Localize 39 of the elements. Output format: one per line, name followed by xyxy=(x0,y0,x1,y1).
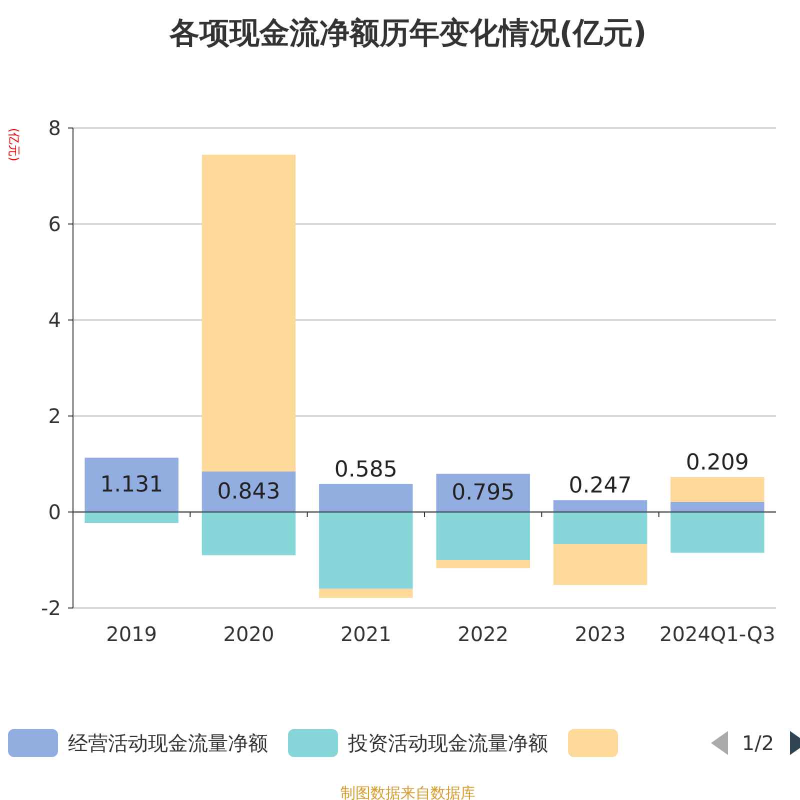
data-label: 0.209 xyxy=(686,450,749,476)
legend-label: 经营活动现金流量净额 xyxy=(68,731,268,755)
x-tick-label: 2019 xyxy=(106,622,158,646)
bar xyxy=(553,500,648,512)
bar xyxy=(202,512,296,556)
bar xyxy=(84,512,178,524)
y-tick-label: 4 xyxy=(48,308,61,332)
text: 制图数据来自数据库 xyxy=(340,784,476,800)
bar xyxy=(436,512,530,560)
data-label: 0.795 xyxy=(452,480,515,506)
bar xyxy=(319,484,413,512)
data-label: 0.247 xyxy=(568,474,632,499)
bar xyxy=(553,544,648,585)
x-tick-label: 2022 xyxy=(458,622,509,646)
y-tick-label: -2 xyxy=(41,596,61,620)
x-tick-label: 2023 xyxy=(574,622,626,646)
data-label: 0.585 xyxy=(334,457,398,482)
x-tick-label: 2021 xyxy=(340,622,392,646)
bar xyxy=(319,588,413,598)
x-tick-label: 2020 xyxy=(223,622,274,646)
x-tick-label: 2024Q1-Q3 xyxy=(660,622,776,646)
y-axis-title: (亿元) xyxy=(7,128,21,162)
y-tick-label: 6 xyxy=(48,212,61,236)
text: 1/2 xyxy=(742,731,774,755)
y-tick-label: 0 xyxy=(48,500,61,524)
chart-title: 各项现金流净额历年变化情况(亿元) xyxy=(168,16,647,51)
bar xyxy=(670,477,764,502)
bar xyxy=(84,458,178,512)
bar xyxy=(553,512,648,544)
bar xyxy=(670,502,764,512)
legend-label: 投资活动现金流量净额 xyxy=(347,731,548,755)
y-tick-label: 2 xyxy=(48,404,61,428)
bar xyxy=(202,154,296,472)
y-tick-label: 8 xyxy=(48,116,61,140)
bar xyxy=(670,512,764,553)
data-label: 0.843 xyxy=(217,479,280,504)
bar xyxy=(436,560,530,568)
bar xyxy=(319,512,413,589)
data-label: 1.131 xyxy=(100,472,164,498)
